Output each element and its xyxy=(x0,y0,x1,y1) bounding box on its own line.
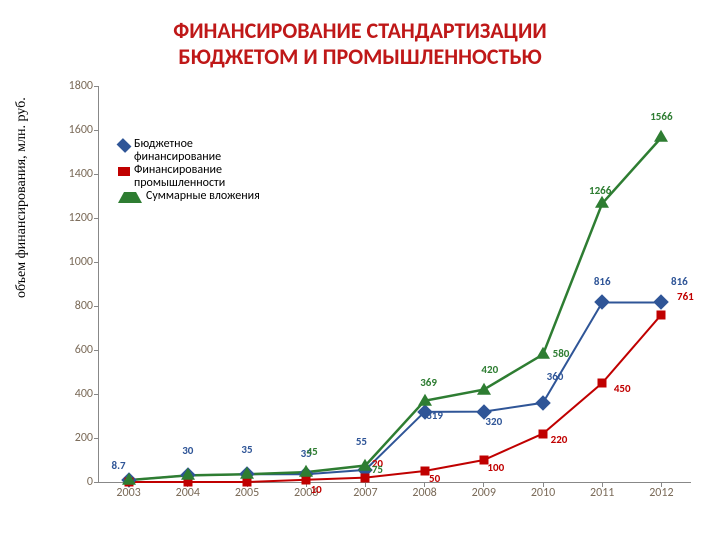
industry-marker xyxy=(657,310,666,319)
legend-item: Финансирование промышленности xyxy=(118,164,264,189)
budget-data-label: 319 xyxy=(426,409,443,422)
y-tick-label: 0 xyxy=(53,475,99,489)
total-data-label: 75 xyxy=(372,463,383,476)
legend-label: Финансирование промышленности xyxy=(134,164,264,189)
chart: объем финансирования, млн. руб. 02004006… xyxy=(18,78,708,528)
industry-marker xyxy=(420,467,429,476)
total-data-label: 580 xyxy=(553,347,570,360)
industry-marker xyxy=(598,379,607,388)
budget-data-label: 816 xyxy=(594,275,611,288)
legend-label: Бюджетное финансирование xyxy=(134,138,264,163)
industry-data-label: 761 xyxy=(677,290,694,303)
y-tick-label: 400 xyxy=(53,387,99,401)
total-marker xyxy=(299,465,313,477)
industry-data-label: 10 xyxy=(311,483,322,496)
total-marker xyxy=(122,473,136,485)
total-marker xyxy=(536,347,550,359)
industry-marker xyxy=(539,429,548,438)
legend-item: Суммарные вложения xyxy=(118,190,264,203)
budget-data-label: 8.7 xyxy=(112,459,126,472)
total-marker xyxy=(477,382,491,394)
budget-data-label: 30 xyxy=(182,444,193,457)
total-data-label: 420 xyxy=(481,363,498,376)
legend-item: Бюджетное финансирование xyxy=(118,138,264,163)
legend-marker-icon xyxy=(118,167,130,176)
total-data-label: 45 xyxy=(307,445,318,458)
total-marker xyxy=(240,467,254,479)
budget-data-label: 816 xyxy=(671,275,688,288)
y-tick-label: 600 xyxy=(53,343,99,357)
budget-data-label: 320 xyxy=(485,415,502,428)
legend-label: Суммарные вложения xyxy=(146,190,260,203)
industry-data-label: 100 xyxy=(487,461,504,474)
industry-data-label: 450 xyxy=(614,382,631,395)
y-tick-label: 800 xyxy=(53,299,99,313)
total-data-label: 1266 xyxy=(589,184,611,197)
industry-data-label: 50 xyxy=(429,472,440,485)
industry-marker xyxy=(361,473,370,482)
legend-marker-icon xyxy=(117,138,132,153)
total-marker xyxy=(181,468,195,480)
budget-data-label: 360 xyxy=(547,370,564,383)
total-marker xyxy=(358,458,372,470)
y-tick-label: 1800 xyxy=(53,79,99,93)
budget-data-label: 55 xyxy=(356,435,367,448)
total-marker xyxy=(418,394,432,406)
y-tick-label: 1600 xyxy=(53,123,99,137)
title-line2: БЮДЖЕТОМ И ПРОМЫШЛЕННОСТЬЮ xyxy=(178,43,541,70)
total-data-label: 1566 xyxy=(650,110,672,123)
y-tick-label: 1200 xyxy=(53,211,99,225)
legend: Бюджетное финансированиеФинансирование п… xyxy=(118,138,264,204)
legend-marker-icon xyxy=(118,192,142,203)
y-axis-title: объем финансирования, млн. руб. xyxy=(14,97,30,298)
budget-data-label: 35 xyxy=(241,443,252,456)
total-marker xyxy=(654,130,668,142)
y-tick-label: 1000 xyxy=(53,255,99,269)
industry-data-label: 220 xyxy=(551,433,568,446)
title-line1: ФИНАНСИРОВАНИЕ СТАНДАРТИЗАЦИИ xyxy=(173,17,546,44)
total-marker xyxy=(595,196,609,208)
total-data-label: 369 xyxy=(420,376,437,389)
y-tick-label: 200 xyxy=(53,431,99,445)
y-tick-label: 1400 xyxy=(53,167,99,181)
